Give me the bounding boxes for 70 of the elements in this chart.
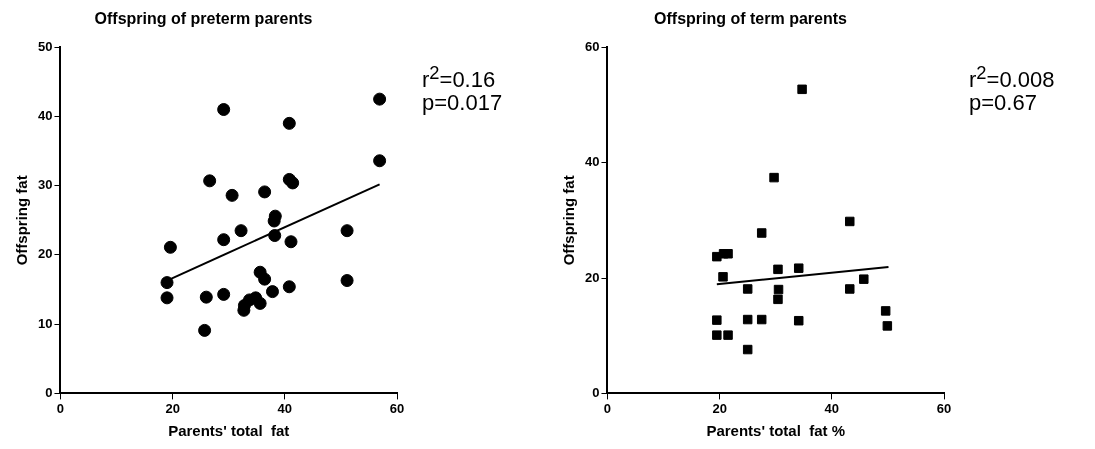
point: [265, 285, 279, 299]
x-tick-label: 20: [712, 400, 727, 416]
point: [225, 188, 239, 202]
point: [217, 233, 231, 247]
x-tick-label: 40: [277, 400, 293, 416]
y-axis-title: Offspring fat: [13, 175, 31, 266]
point: [712, 315, 722, 325]
point: [769, 172, 779, 183]
y-tick-label: 10: [37, 315, 53, 331]
y-tick-label: 0: [45, 384, 53, 400]
point: [756, 314, 767, 325]
point: [234, 224, 248, 238]
point: [773, 284, 784, 295]
point: [742, 284, 753, 294]
y-tick-label: 20: [584, 269, 600, 285]
chart-title: Offspring of term parents: [654, 10, 848, 28]
point: [742, 314, 753, 325]
y-tick-label: 60: [584, 38, 600, 54]
x-tick-label: 0: [56, 400, 65, 416]
point: [284, 235, 298, 249]
point: [793, 263, 804, 273]
point: [773, 294, 783, 305]
point: [163, 240, 177, 254]
x-tick-label: 60: [936, 400, 952, 416]
x-tick-label: 20: [165, 400, 180, 416]
point: [160, 291, 174, 305]
point: [845, 216, 855, 227]
point: [742, 344, 753, 355]
y-tick-label: 0: [592, 384, 600, 400]
point: [712, 330, 722, 340]
y-tick-label: 50: [37, 38, 53, 54]
point: [258, 185, 272, 199]
point: [258, 272, 272, 286]
point: [253, 296, 267, 310]
x-axis-title: Parents' total fat: [168, 422, 290, 440]
point: [199, 290, 213, 304]
point: [198, 323, 212, 337]
point: [286, 176, 300, 190]
point: [797, 84, 807, 95]
point: [793, 315, 804, 326]
point: [373, 154, 387, 168]
point: [282, 280, 296, 294]
y-tick-label: 30: [37, 177, 53, 193]
point: [773, 264, 783, 275]
point: [340, 224, 354, 238]
point: [282, 116, 296, 130]
x-tick-label: 0: [603, 400, 612, 416]
point: [373, 92, 387, 106]
point: [882, 321, 893, 331]
y-axis-title: Offspring fat: [560, 175, 578, 266]
point: [859, 274, 869, 284]
y-tick-label: 20: [37, 246, 53, 262]
point: [723, 330, 733, 340]
point: [723, 249, 733, 259]
chart-title: Offspring of preterm parents: [94, 10, 313, 28]
point: [718, 272, 728, 282]
point: [845, 284, 855, 294]
point: [340, 274, 354, 288]
point: [756, 228, 767, 238]
point: [203, 174, 217, 188]
point: [880, 306, 891, 316]
point: [217, 103, 231, 117]
y-tick-label: 40: [584, 154, 600, 170]
point: [160, 276, 174, 290]
point: [268, 229, 282, 243]
x-axis-title: Parents' total fat %: [706, 422, 846, 440]
x-tick-label: 40: [824, 400, 840, 416]
point: [217, 287, 231, 301]
y-tick-label: 40: [37, 108, 53, 124]
x-tick-label: 60: [389, 400, 405, 416]
